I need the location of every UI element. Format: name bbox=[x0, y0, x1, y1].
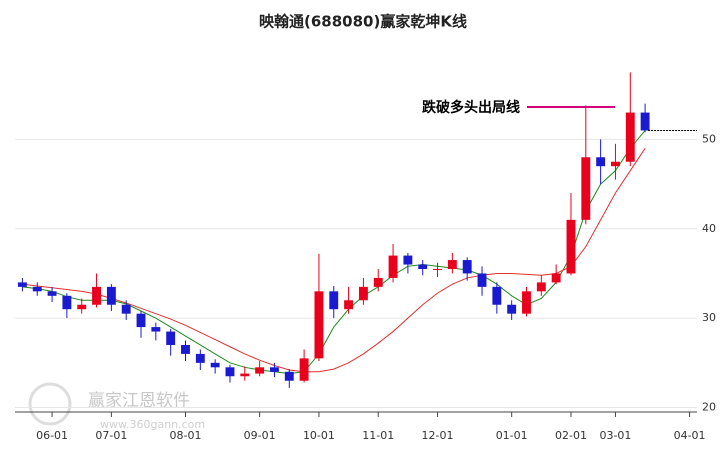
moving-average bbox=[22, 130, 646, 375]
candle-body bbox=[299, 358, 309, 381]
candle-body bbox=[92, 286, 101, 305]
candle-body bbox=[314, 291, 324, 359]
y-tick-label: 20 bbox=[702, 401, 716, 414]
candle-body bbox=[151, 327, 161, 332]
y-tick-label: 50 bbox=[702, 132, 716, 145]
candle-body bbox=[225, 367, 235, 377]
candle-body bbox=[566, 219, 576, 274]
candle-body bbox=[611, 161, 620, 167]
candle-body bbox=[121, 304, 131, 314]
candle-body bbox=[329, 291, 339, 310]
candle-body bbox=[166, 331, 176, 345]
candle-body bbox=[136, 313, 146, 328]
candle-body bbox=[433, 268, 442, 270]
candle-body bbox=[358, 286, 368, 301]
candle-body bbox=[492, 286, 502, 305]
y-tick-label: 30 bbox=[702, 311, 716, 324]
x-tick-label: 12-01 bbox=[422, 429, 454, 442]
candle-body bbox=[462, 260, 472, 274]
moving-average bbox=[22, 148, 646, 373]
annotation: 跌破多头出局线 bbox=[422, 99, 520, 116]
candle-body bbox=[581, 157, 591, 220]
candle-body bbox=[47, 291, 57, 296]
candle-body bbox=[77, 304, 87, 310]
candle-body bbox=[270, 367, 279, 372]
x-tick-label: 03-01 bbox=[599, 429, 631, 442]
candle-body bbox=[477, 273, 487, 287]
candle-body bbox=[255, 367, 265, 374]
candle-body bbox=[418, 264, 428, 269]
candle-body bbox=[195, 353, 205, 363]
candle-body bbox=[551, 273, 561, 283]
candle-body bbox=[596, 157, 606, 167]
candle-body bbox=[373, 277, 383, 287]
candle-body bbox=[403, 255, 413, 265]
x-tick-label: 08-01 bbox=[170, 429, 202, 442]
watermark: 赢家江恩软件 bbox=[88, 391, 190, 411]
watermark-logo bbox=[28, 382, 72, 426]
y-tick-label: 40 bbox=[702, 222, 716, 235]
candle-body bbox=[640, 112, 650, 131]
candle-body bbox=[625, 112, 635, 162]
x-tick-label: 10-01 bbox=[303, 429, 335, 442]
candle-body bbox=[62, 295, 72, 310]
x-tick-label: 09-01 bbox=[244, 429, 276, 442]
chart-title: 映翰通(688080)赢家乾坤K线 bbox=[259, 13, 467, 31]
candle-body bbox=[210, 362, 220, 368]
x-tick-label: 07-01 bbox=[95, 429, 127, 442]
x-tick-label: 01-01 bbox=[496, 429, 528, 442]
candle-body bbox=[284, 371, 294, 381]
candle-body bbox=[522, 291, 531, 314]
watermark-url: www.360gann.com bbox=[100, 418, 205, 431]
candle-body bbox=[507, 304, 517, 314]
candle-body bbox=[344, 300, 354, 310]
x-tick-label: 11-01 bbox=[362, 429, 394, 442]
candle-body bbox=[240, 373, 250, 377]
candle-body bbox=[536, 282, 546, 292]
candle-body bbox=[447, 260, 457, 269]
candle-body bbox=[32, 286, 42, 292]
candle-body bbox=[106, 286, 116, 305]
candle-body bbox=[181, 344, 190, 354]
x-tick-label: 06-01 bbox=[36, 429, 68, 442]
candle-body bbox=[388, 255, 398, 278]
x-tick-label: 04-01 bbox=[674, 429, 706, 442]
candle-body bbox=[17, 282, 27, 287]
x-tick-label: 02-01 bbox=[555, 429, 587, 442]
